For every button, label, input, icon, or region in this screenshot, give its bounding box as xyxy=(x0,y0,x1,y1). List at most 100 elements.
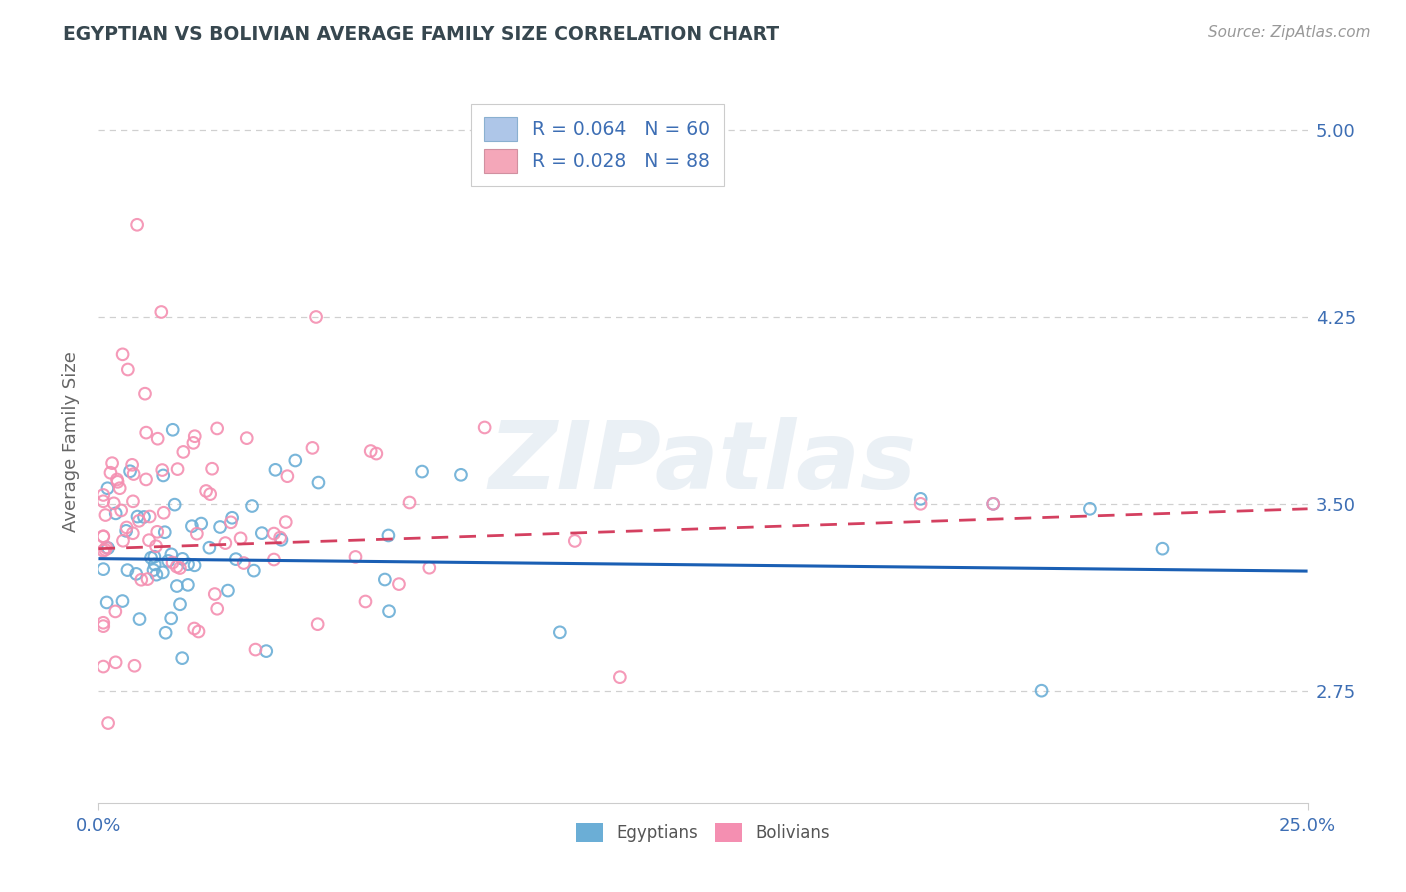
Point xyxy=(104,507,127,521)
Point xyxy=(134,386,156,401)
Point xyxy=(214,536,236,550)
Point xyxy=(162,423,184,437)
Point xyxy=(135,472,157,486)
Point xyxy=(240,499,263,513)
Point xyxy=(91,543,114,558)
Point xyxy=(115,520,138,534)
Point xyxy=(183,622,205,636)
Text: Source: ZipAtlas.com: Source: ZipAtlas.com xyxy=(1208,25,1371,40)
Point xyxy=(152,566,174,580)
Point xyxy=(111,533,134,548)
Point xyxy=(138,533,160,548)
Point xyxy=(548,625,571,640)
Point xyxy=(138,509,160,524)
Point xyxy=(169,561,191,575)
Point xyxy=(121,458,143,472)
Point xyxy=(388,577,411,591)
Point xyxy=(263,552,285,566)
Point xyxy=(172,651,194,665)
Point xyxy=(125,566,148,581)
Point xyxy=(910,497,932,511)
Point xyxy=(101,456,124,470)
Point xyxy=(97,716,120,731)
Point xyxy=(110,503,132,517)
Point xyxy=(160,611,183,625)
Point xyxy=(270,533,292,547)
Point xyxy=(127,509,149,524)
Point xyxy=(360,444,382,458)
Point xyxy=(981,497,1004,511)
Point xyxy=(264,463,287,477)
Point xyxy=(411,465,433,479)
Point xyxy=(145,567,167,582)
Point xyxy=(91,619,114,633)
Point xyxy=(155,625,177,640)
Text: EGYPTIAN VS BOLIVIAN AVERAGE FAMILY SIZE CORRELATION CHART: EGYPTIAN VS BOLIVIAN AVERAGE FAMILY SIZE… xyxy=(63,25,779,44)
Point xyxy=(166,559,188,574)
Point xyxy=(276,469,298,483)
Point xyxy=(1152,541,1174,556)
Point xyxy=(160,547,183,561)
Point xyxy=(96,595,118,609)
Point xyxy=(344,549,367,564)
Point xyxy=(243,564,266,578)
Point xyxy=(217,583,239,598)
Point xyxy=(91,562,114,576)
Point xyxy=(96,481,118,495)
Point xyxy=(143,558,166,572)
Point xyxy=(143,549,166,564)
Point xyxy=(910,491,932,506)
Point xyxy=(135,425,157,440)
Point xyxy=(122,467,145,481)
Point xyxy=(398,495,420,509)
Point xyxy=(128,612,150,626)
Point xyxy=(111,347,134,361)
Point xyxy=(307,617,329,632)
Point xyxy=(236,431,259,445)
Point xyxy=(209,520,232,534)
Point xyxy=(225,552,247,566)
Point xyxy=(177,578,200,592)
Point xyxy=(117,563,139,577)
Point xyxy=(132,510,155,524)
Point xyxy=(105,473,128,487)
Point xyxy=(150,305,173,319)
Point xyxy=(474,420,496,434)
Point xyxy=(136,572,159,586)
Point xyxy=(153,525,176,540)
Point xyxy=(201,461,224,475)
Point xyxy=(163,498,186,512)
Point xyxy=(108,481,131,495)
Point xyxy=(91,615,114,630)
Point xyxy=(305,310,328,324)
Point xyxy=(181,519,204,533)
Point xyxy=(195,483,218,498)
Text: ZIPatlas: ZIPatlas xyxy=(489,417,917,509)
Point xyxy=(245,642,267,657)
Point xyxy=(183,558,205,573)
Point xyxy=(169,597,191,611)
Y-axis label: Average Family Size: Average Family Size xyxy=(62,351,80,532)
Point xyxy=(91,530,114,544)
Point xyxy=(91,659,114,673)
Point xyxy=(187,624,209,639)
Point xyxy=(172,552,194,566)
Point xyxy=(115,524,138,538)
Point xyxy=(263,526,285,541)
Point xyxy=(152,468,174,483)
Point xyxy=(204,587,226,601)
Point xyxy=(146,524,169,539)
Point xyxy=(269,531,291,545)
Point xyxy=(157,554,180,568)
Point xyxy=(91,529,114,543)
Point xyxy=(104,656,127,670)
Point xyxy=(94,508,117,522)
Point xyxy=(91,494,114,508)
Point xyxy=(100,466,122,480)
Point xyxy=(146,432,169,446)
Point xyxy=(120,464,142,478)
Point xyxy=(450,467,472,482)
Point xyxy=(418,560,440,574)
Point xyxy=(198,541,221,555)
Point xyxy=(142,563,165,577)
